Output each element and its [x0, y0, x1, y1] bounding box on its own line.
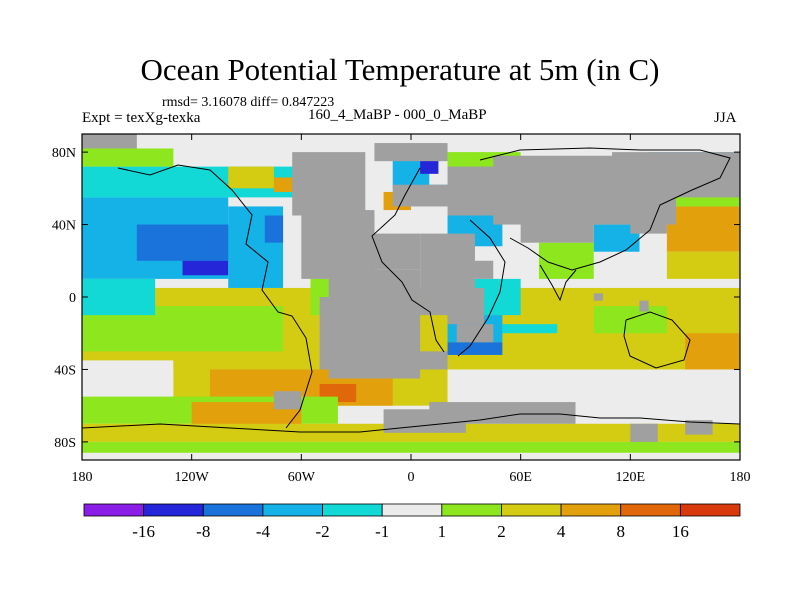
x-tick-label-3: 0	[408, 470, 415, 485]
land-block-11	[401, 351, 448, 370]
coastline-americas	[117, 164, 313, 429]
land-block-6	[319, 297, 338, 370]
x-tick-label-5: 120E	[616, 470, 646, 485]
colorbar-label-2: -4	[256, 522, 271, 541]
colorbar-label-0: -16	[132, 522, 155, 541]
coastline-antarctica	[82, 413, 740, 433]
colorbar-swatch-5	[381, 503, 443, 517]
axis-ticks: 180 120W 60W 0 60E 120E 180 80N 40N 0 40S 80S	[52, 134, 751, 485]
land-block-0	[82, 134, 137, 149]
x-tick-label-2: 60W	[288, 470, 316, 485]
colorbar-swatch-9	[620, 503, 681, 517]
colorbar-swatch-8	[560, 503, 622, 517]
temperature-region-14	[82, 278, 156, 316]
colorbar-label-3: -2	[315, 522, 329, 541]
temperature-region-20	[82, 148, 174, 167]
x-tick-label-6: 180	[730, 470, 751, 485]
land-block-20	[383, 409, 439, 433]
temperature-region-12	[136, 224, 238, 261]
land-block-21	[429, 402, 576, 424]
temperature-region-26	[502, 324, 558, 334]
temperature-region-34	[666, 251, 740, 279]
temperature-region-29	[685, 333, 740, 370]
colorbar-label-7: 4	[557, 522, 566, 541]
land-block-26	[639, 300, 649, 312]
temperature-region-31	[538, 242, 594, 279]
land-block-1	[374, 143, 448, 162]
experiment-label: Expt = texXg-texka	[82, 110, 201, 126]
y-tick-label-0: 80N	[52, 146, 76, 161]
x-tick-label-1: 120W	[175, 470, 210, 485]
colorbar-swatch-2	[202, 503, 264, 517]
temperature-region-33	[666, 206, 740, 252]
land-block-23	[273, 391, 302, 410]
temperature-region-28	[593, 306, 667, 334]
colorbar-label-8: 8	[616, 522, 625, 541]
temperature-region-13	[182, 260, 229, 276]
land-block-17	[520, 215, 594, 243]
colorbar-swatch-4	[322, 503, 383, 517]
colorbar-swatch-7	[501, 503, 562, 517]
temperature-region-16	[264, 215, 284, 243]
temperature-region-10	[82, 441, 740, 453]
land-block-27	[593, 293, 603, 301]
colorbar-label-5: 1	[438, 522, 447, 541]
land-block-4	[347, 233, 421, 270]
colorbar-swatch-0	[83, 503, 145, 517]
coastline-asia	[479, 147, 731, 271]
comparison-label: 160_4_MaBP - 000_0_MaBP	[308, 107, 487, 123]
x-tick-label-0: 180	[72, 470, 93, 485]
colorbar-swatch-6	[441, 503, 502, 517]
land-block-2	[292, 152, 366, 216]
colorbar-label-9: 16	[672, 522, 689, 541]
y-tick-label-4: 80S	[54, 436, 76, 451]
land-block-19	[474, 260, 494, 279]
colorbar-swatch-3	[262, 503, 323, 517]
coastline-india	[539, 264, 577, 302]
colorbar-label-6: 2	[497, 522, 506, 541]
coastline-west-africa	[371, 167, 445, 353]
chart-title: Ocean Potential Temperature at 5m (in C)	[140, 52, 660, 87]
colorbar-swatch-1	[143, 503, 204, 517]
y-tick-label-3: 40S	[54, 363, 76, 378]
land-block-18	[630, 210, 667, 234]
land-block-24	[630, 423, 658, 442]
colorbar: -16 -8 -4 -2 -1 1 2 4 8 16	[83, 503, 741, 541]
land-block-10	[420, 287, 457, 316]
coastline-australia	[623, 311, 691, 369]
coastlines	[82, 147, 740, 433]
land-block-7	[420, 233, 475, 297]
stats-label: rmsd= 3.16078 diff= 0.847223	[162, 95, 335, 110]
y-tick-label-2: 0	[69, 291, 76, 306]
colorbar-swatch-10	[679, 503, 741, 517]
coastline-east-africa	[457, 219, 506, 357]
land-block-25	[685, 420, 713, 435]
colorbar-label-4: -1	[375, 522, 389, 541]
season-label: JJA	[714, 110, 737, 126]
land-block-9	[456, 324, 494, 343]
x-tick-label-4: 60E	[509, 470, 532, 485]
temperature-region-3	[82, 360, 174, 379]
temperature-region-27	[447, 342, 503, 355]
y-tick-label-1: 40N	[52, 219, 76, 234]
temperature-region-18	[228, 166, 274, 189]
colorbar-label-1: -8	[196, 522, 210, 541]
